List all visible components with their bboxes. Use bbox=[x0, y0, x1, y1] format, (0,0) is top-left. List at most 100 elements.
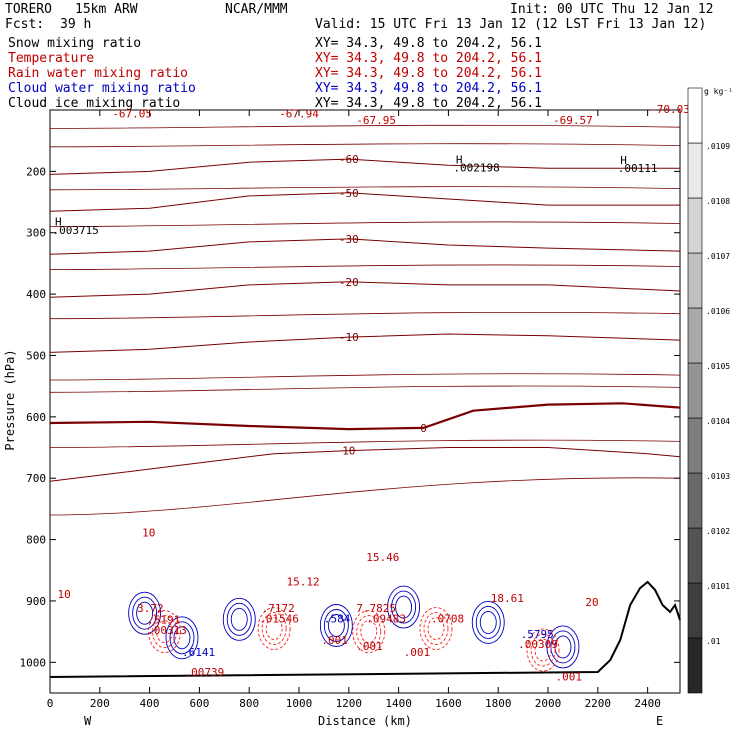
mixing-ratio-contour bbox=[173, 626, 191, 650]
y-tick-label: 200 bbox=[26, 165, 46, 178]
contour-value-label: .002198 bbox=[453, 161, 499, 174]
field-cloud-water-xy: XY= 34.3, 49.8 to 204.2, 56.1 bbox=[315, 81, 542, 96]
forecast-label: Fcst: bbox=[5, 17, 45, 32]
y-tick-label: 600 bbox=[26, 411, 46, 424]
contour-value-label: .0708 bbox=[431, 612, 464, 625]
mixing-ratio-contour bbox=[479, 610, 497, 634]
contour-value-label: .7172 bbox=[262, 602, 295, 615]
contour-value-label: 10 bbox=[57, 588, 70, 601]
isotherm-line bbox=[49, 264, 681, 270]
mixing-ratio-contour bbox=[387, 585, 421, 629]
mixing-ratio-contour bbox=[554, 635, 572, 659]
isotherm-line bbox=[49, 124, 681, 129]
isotherm-line bbox=[49, 385, 681, 393]
colorbar-tick-label: .0104 bbox=[706, 417, 730, 426]
valid-time: Valid: 15 UTC Fri 13 Jan 12 (12 LST Fri … bbox=[315, 17, 707, 32]
mixing-ratio-contour bbox=[395, 595, 413, 619]
isotherm-line bbox=[49, 143, 681, 148]
x-tick-label: 1600 bbox=[435, 697, 462, 710]
x-tick-label: 400 bbox=[140, 697, 160, 710]
x-axis-label: Distance (km) bbox=[318, 714, 412, 728]
contour-value-label: .003715 bbox=[52, 224, 98, 237]
x-tick-label: 1800 bbox=[485, 697, 512, 710]
contour-value-label: -70.03 bbox=[650, 103, 690, 116]
colorbar-segment bbox=[687, 307, 703, 364]
colorbar-tick-label: .0106 bbox=[706, 307, 730, 316]
mixing-ratio-contour bbox=[427, 617, 445, 641]
isotherm--50 bbox=[49, 192, 680, 212]
y-tick-label: 500 bbox=[26, 349, 46, 362]
contour-value-label: 18.61 bbox=[491, 592, 524, 605]
contour-value-label: .001 bbox=[555, 671, 582, 684]
mixing-ratio-contour bbox=[169, 621, 195, 655]
isotherm-label: -20 bbox=[339, 276, 359, 289]
isotherm-label: -30 bbox=[339, 233, 359, 246]
mixing-ratio-contour bbox=[323, 609, 349, 642]
colorbar-tick-label: .0101 bbox=[706, 582, 730, 591]
mixing-ratio-contour bbox=[136, 601, 154, 625]
isotherm-0 bbox=[49, 402, 681, 431]
x-tick-label: 1200 bbox=[336, 697, 363, 710]
colorbar-segment bbox=[687, 142, 703, 199]
colorbar-segment bbox=[687, 417, 703, 474]
field-snow: Snow mixing ratio bbox=[8, 36, 142, 51]
isotherm-label: 0 bbox=[420, 422, 427, 435]
field-rain-xy: XY= 34.3, 49.8 to 204.2, 56.1 bbox=[315, 66, 542, 81]
isotherm-line bbox=[49, 311, 681, 320]
mixing-ratio-contour bbox=[165, 616, 199, 660]
field-cloud-ice-xy: XY= 34.3, 49.8 to 204.2, 56.1 bbox=[315, 96, 542, 111]
contour-value-label: 20 bbox=[585, 596, 598, 609]
mixing-ratio-contour bbox=[352, 610, 386, 654]
model-resolution: 15km ARW bbox=[75, 2, 138, 17]
mixing-ratio-contour bbox=[419, 607, 453, 651]
contour-value-label: .001 bbox=[404, 646, 431, 659]
contour-value-label: .01546 bbox=[259, 612, 299, 625]
temperature-isotherms: -60 -50 -30 -20 -10 0 10 bbox=[49, 124, 681, 672]
isotherm-line bbox=[49, 186, 681, 191]
contour-value-label: .584 bbox=[324, 612, 351, 625]
contour-value-label: .5795 bbox=[521, 628, 554, 641]
colorbar-tick-label: .0109 bbox=[706, 142, 730, 151]
mixing-ratio-contour bbox=[356, 615, 382, 649]
mixing-ratio-contour bbox=[226, 602, 252, 636]
field-snow-xy: XY= 34.3, 49.8 to 204.2, 56.1 bbox=[315, 36, 542, 51]
mixing-ratio-contour bbox=[319, 604, 353, 647]
colorbar-tick-label: .0102 bbox=[706, 527, 730, 536]
isotherm-line bbox=[49, 373, 681, 381]
isotherm-label: -60 bbox=[339, 153, 359, 166]
contour-value-label: 15.12 bbox=[287, 576, 320, 589]
contour-value-label: H bbox=[620, 154, 627, 167]
contour-value-label: H bbox=[55, 215, 62, 228]
init-time: Init: 00 UTC Thu 12 Jan 12 bbox=[510, 2, 714, 17]
contour-value-label: -67.05 bbox=[112, 107, 152, 120]
contour-value-label: 15.46 bbox=[366, 551, 399, 564]
forecast-hour: 39 h bbox=[60, 17, 92, 32]
colorbar-segment bbox=[687, 527, 703, 584]
colorbar-tick-label: .0107 bbox=[706, 252, 730, 261]
isotherm-label: 10 bbox=[342, 445, 355, 458]
colorbar-segment bbox=[687, 582, 703, 639]
contour-value-label: .001 bbox=[321, 634, 348, 647]
organization: NCAR/MMM bbox=[225, 2, 288, 17]
y-tick-label: 1000 bbox=[20, 656, 47, 669]
mixing-ratio-contour bbox=[230, 607, 248, 631]
mixing-ratio-contour bbox=[423, 612, 449, 646]
y-axis-label: Pressure (hPa) bbox=[3, 349, 17, 450]
x-tick-label: 2000 bbox=[535, 697, 562, 710]
x-tick-label: 600 bbox=[189, 697, 209, 710]
plot-frame bbox=[49, 109, 681, 694]
contour-value-label: .00111 bbox=[618, 162, 658, 175]
x-axis: 0 200 400 600 800 1000 1200 1400 1600 1800 2000 220… bbox=[47, 110, 661, 710]
y-tick-label: 400 bbox=[26, 288, 46, 301]
colorbar-tick-label: .0105 bbox=[706, 362, 730, 371]
x-tick-label: 0 bbox=[47, 697, 54, 710]
colorbar-tick-label: .01 bbox=[706, 637, 721, 646]
terrain-line bbox=[49, 580, 681, 678]
contour-value-label: 3.72 bbox=[137, 602, 164, 615]
west-label: W bbox=[84, 714, 92, 728]
contour-value-label: .00309 bbox=[518, 638, 558, 651]
colorbar-segment bbox=[687, 197, 703, 254]
mixing-ratio-contour bbox=[471, 600, 505, 644]
mixing-ratio-contour bbox=[222, 597, 256, 641]
